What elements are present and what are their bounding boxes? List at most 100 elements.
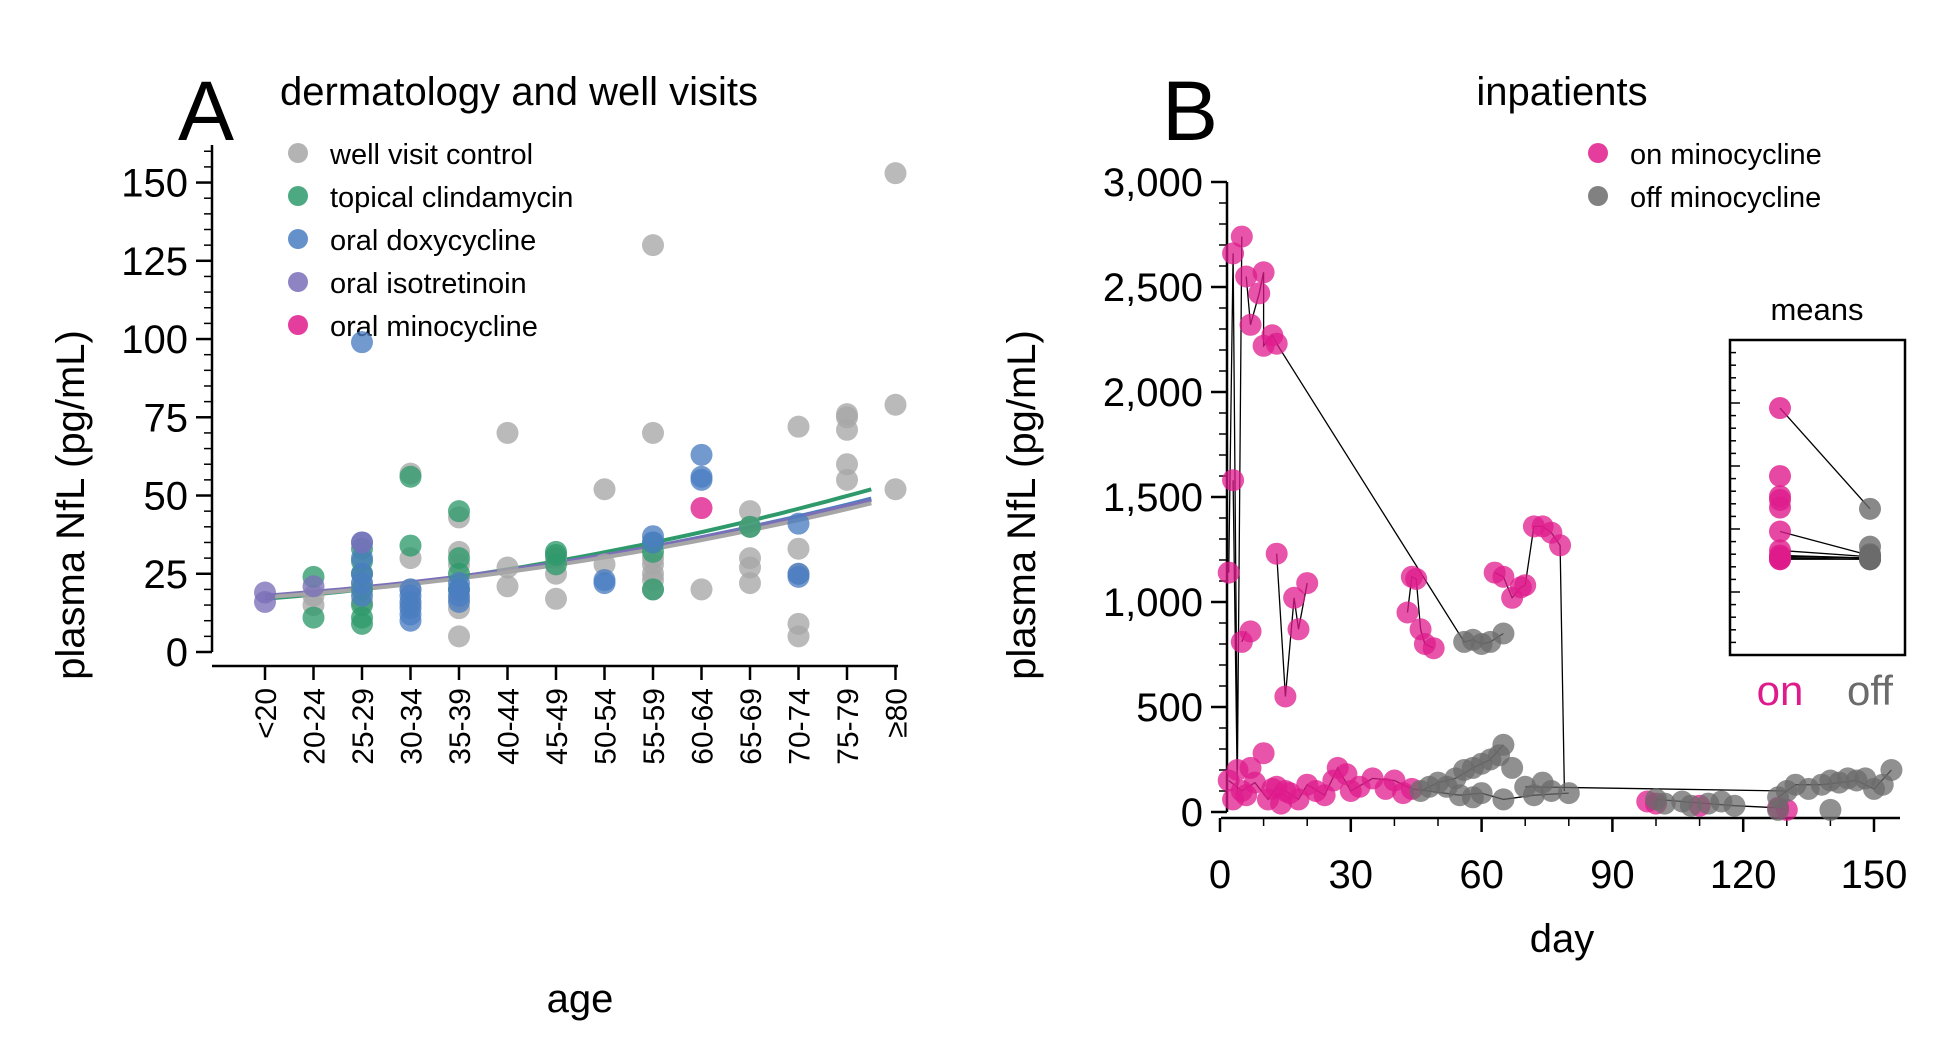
panel-b-x-tick-label: 150 [1841, 853, 1908, 897]
panel-a-legend-marker-doxycycline [288, 229, 308, 249]
panel-b-legend: on minocycline off minocycline [1588, 139, 1822, 214]
panel-b-points [1217, 225, 1903, 821]
panel-a-x-tick-label: 70-74 [784, 688, 817, 765]
panel-b-y-tick-label: 3,000 [1103, 161, 1203, 205]
panel-b-x-tick-label: 0 [1209, 853, 1231, 897]
panel-a-y-tick-label: 0 [166, 631, 188, 675]
panel-a-point-clindamycin [545, 540, 567, 563]
panel-b-connecting-line [1228, 236, 1243, 771]
panel-b-point-off_minocycline [1492, 733, 1515, 756]
panel-b-point-off_minocycline [1492, 622, 1515, 645]
inset-points [1769, 397, 1881, 571]
inset-point-on [1769, 496, 1791, 519]
panel-a-point-well_visit [739, 500, 761, 523]
inset-pair-line [1779, 556, 1871, 559]
panel-b-point-minocycline [1239, 313, 1262, 336]
panel-b-point-minocycline [1239, 620, 1262, 643]
panel-a-y-tick-label: 125 [121, 240, 188, 284]
panel-b-point-minocycline [1248, 282, 1271, 305]
inset-on-label: on [1757, 667, 1804, 714]
panel-b-x-tick-label: 90 [1590, 853, 1635, 897]
panel-b-title: inpatients [1476, 70, 1647, 114]
panel-a-point-doxycycline [448, 572, 470, 595]
inset-pair-line [1779, 530, 1871, 557]
panel-b-point-off_minocycline [1557, 782, 1580, 805]
inset-point-on [1769, 548, 1791, 571]
panel-b-point-minocycline [1265, 332, 1288, 355]
panel-a-point-clindamycin [302, 606, 325, 629]
panel-a-x-tick-label: 55-59 [638, 688, 671, 765]
panel-a-x-tick-label: 60-64 [687, 688, 720, 765]
panel-b-point-off_minocycline [1470, 782, 1493, 805]
panel-a-point-well_visit [739, 572, 761, 595]
panel-b-point-minocycline [1243, 771, 1266, 794]
panel-b-x-tick-label: 30 [1329, 853, 1374, 897]
panel-a: A dermatology and well visits well visit… [49, 64, 914, 1021]
panel-a-x-tick-label: ≥80 [881, 688, 914, 738]
panel-a-point-well_visit [836, 403, 858, 426]
panel-a-point-clindamycin [642, 578, 664, 601]
panel-a-point-well_visit [593, 553, 616, 576]
panel-a-x-tick-label: 30-34 [396, 688, 429, 765]
panel-b-legend-label-off_minocycline: off minocycline [1630, 182, 1821, 214]
inset-frame [1728, 338, 1907, 657]
panel-b-y-tick-label: 1,000 [1103, 581, 1203, 625]
panel-a-point-minocycline [690, 497, 713, 520]
panel-a-point-well_visit [787, 537, 810, 560]
panel-a-point-well_visit [787, 612, 810, 635]
inset-point-on [1769, 520, 1791, 543]
panel-b-point-minocycline [1296, 572, 1319, 595]
panel-a-x-axis-label: age [547, 977, 614, 1021]
panel-b-axes: 0 500 1,000 1,500 2,000 2,500 3,000 0 30 60 90 120 1… [1103, 161, 1907, 897]
inset-lines [1779, 407, 1871, 560]
panel-a-legend-label-well_visit: well visit control [329, 139, 533, 171]
panel-a-point-well_visit [496, 421, 519, 444]
panel-a-point-doxycycline [787, 562, 810, 585]
panel-b-y-tick-label: 0 [1181, 791, 1203, 835]
panel-a-point-well_visit [836, 453, 858, 476]
panel-a-point-clindamycin [399, 534, 422, 557]
panel-a-y-tick-label: 25 [144, 553, 189, 597]
panel-a-x-tick-label: 20-24 [299, 688, 332, 765]
panel-a-point-well_visit [545, 587, 567, 610]
panel-a-x-tick-label: <20 [250, 688, 283, 739]
panel-b-point-minocycline [1396, 601, 1419, 624]
panel-a-x-tick-label: 35-39 [444, 688, 477, 765]
panel-a-point-well_visit [496, 575, 519, 598]
panel-b-legend-label-minocycline: on minocycline [1630, 139, 1822, 171]
panel-a-point-isotretinoin [351, 531, 373, 554]
panel-a-point-clindamycin [448, 500, 470, 523]
inset-pair-line [1779, 549, 1871, 558]
panel-a-y-tick-label: 50 [144, 475, 189, 519]
panel-a-legend-marker-isotretinoin [288, 272, 308, 292]
panel-b-x-tick-label: 60 [1459, 853, 1504, 897]
panel-a-legend-label-clindamycin: topical clindamycin [330, 182, 573, 214]
panel-b-point-off_minocycline [1540, 780, 1563, 802]
panel-a-point-well_visit [787, 415, 810, 438]
panel-b-point-minocycline [1222, 469, 1245, 492]
panel-b-legend-marker-off_minocycline [1588, 186, 1608, 206]
panel-b-point-off_minocycline [1653, 792, 1676, 815]
panel-a-point-clindamycin [399, 465, 422, 488]
panel-b-point-off_minocycline [1819, 798, 1842, 821]
panel-a-point-doxycycline [690, 465, 713, 488]
panel-b-point-off_minocycline [1679, 794, 1702, 817]
panel-b-point-minocycline [1492, 565, 1515, 588]
inset-point-off [1859, 497, 1881, 520]
panel-a-point-well_visit [642, 234, 664, 257]
panel-b-point-minocycline [1252, 261, 1275, 284]
panel-a-letter: A [178, 64, 234, 158]
panel-b: B inpatients on minocycline off minocycli… [1000, 64, 1907, 961]
panel-a-point-well_visit [496, 556, 519, 579]
panel-b-point-minocycline [1274, 685, 1297, 708]
panel-b-y-tick-label: 2,000 [1103, 371, 1203, 415]
inset-off-label: off [1847, 667, 1893, 714]
panel-a-x-tick-label: 75-79 [832, 688, 865, 765]
inset-point-off [1859, 548, 1881, 571]
panel-b-point-minocycline [1283, 586, 1306, 609]
panel-a-point-doxycycline [787, 512, 810, 535]
panel-a-point-clindamycin [448, 547, 470, 570]
inset-point-on [1769, 465, 1791, 488]
inset-ticks [1730, 339, 1740, 656]
panel-b-point-off_minocycline [1723, 794, 1746, 817]
